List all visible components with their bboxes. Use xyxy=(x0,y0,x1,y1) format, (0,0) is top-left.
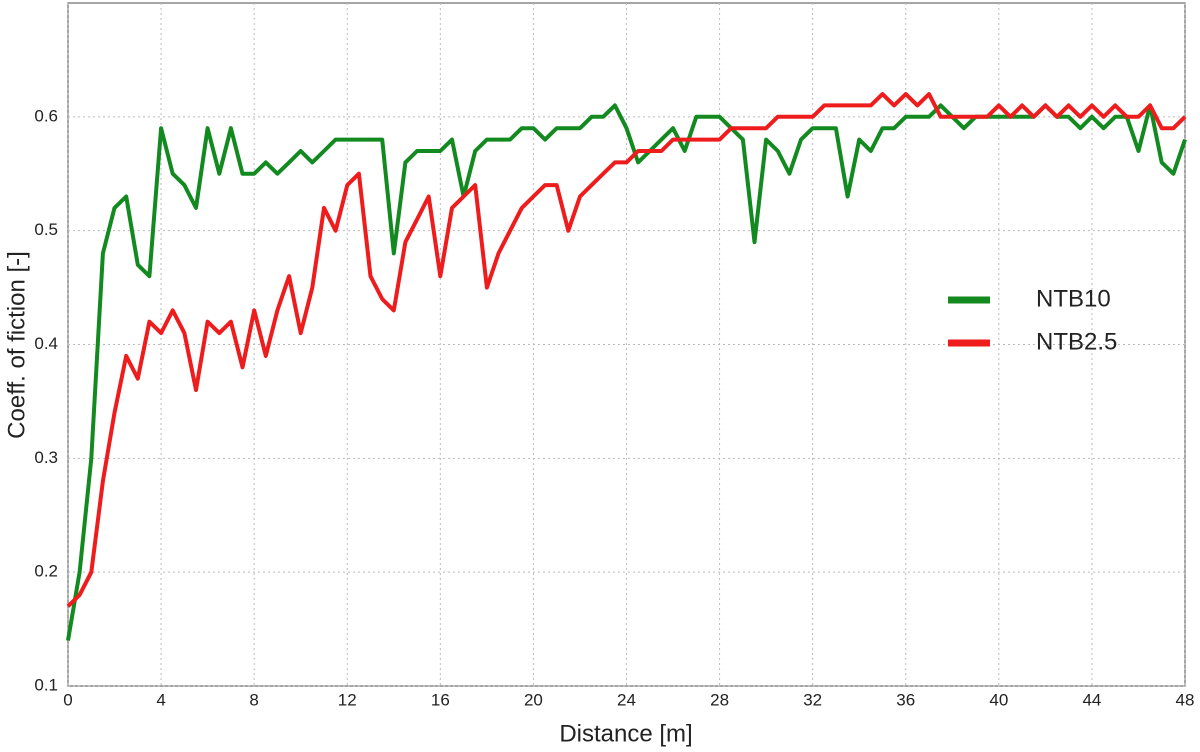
y-tick-label: 0.5 xyxy=(34,220,58,239)
x-tick-label: 36 xyxy=(896,690,915,709)
x-axis-label: Distance [m] xyxy=(559,720,692,747)
x-tick-label: 8 xyxy=(249,690,258,709)
x-tick-label: 44 xyxy=(1082,690,1101,709)
x-tick-label: 48 xyxy=(1176,690,1195,709)
legend-label: NTB2.5 xyxy=(1036,328,1117,355)
data-line xyxy=(66,103,1187,641)
x-tick-label: 0 xyxy=(63,690,72,709)
x-tick-label: 12 xyxy=(338,690,357,709)
y-axis-label: Coeff. of fiction [-] xyxy=(3,251,30,439)
y-tick-label: 0.2 xyxy=(34,562,58,581)
x-tick-label: 16 xyxy=(431,690,450,709)
x-tick-label: 28 xyxy=(710,690,729,709)
data-line xyxy=(66,92,1187,608)
x-tick-label: 20 xyxy=(524,690,543,709)
y-tick-label: 0.4 xyxy=(34,334,58,353)
y-tick-label: 0.6 xyxy=(34,106,58,125)
x-tick-label: 32 xyxy=(803,690,822,709)
legend-label: NTB10 xyxy=(1036,285,1111,312)
y-tick-label: 0.1 xyxy=(34,675,58,694)
x-tick-label: 4 xyxy=(156,690,165,709)
x-tick-label: 40 xyxy=(989,690,1008,709)
x-tick-label: 24 xyxy=(617,690,636,709)
y-tick-label: 0.3 xyxy=(34,448,58,467)
